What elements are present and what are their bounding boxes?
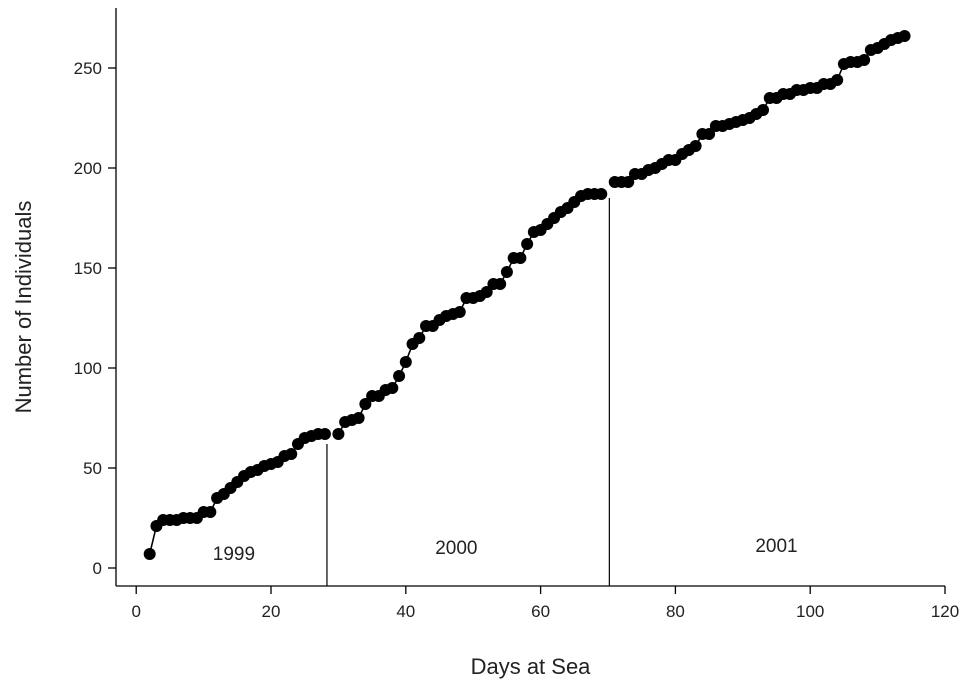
data-point — [318, 428, 331, 440]
ticks: 0 20 40 60 80 100 120 0 50 100 150 200 250 — [74, 59, 960, 621]
data-point — [622, 176, 635, 188]
data-point — [386, 382, 399, 394]
x-tick-label: 40 — [396, 602, 415, 621]
year-annotations: 1999 2000 2001 — [213, 536, 798, 565]
data-point — [858, 54, 871, 66]
data-point — [399, 356, 412, 368]
data-point — [500, 266, 513, 278]
x-tick-label: 120 — [931, 602, 959, 621]
y-tick-label: 0 — [93, 559, 102, 578]
data-point — [332, 428, 345, 440]
data-point — [757, 104, 770, 116]
x-tick-label: 80 — [666, 602, 685, 621]
data-point — [285, 448, 298, 460]
series-line-segment-1 — [148, 433, 325, 555]
year-label: 2000 — [435, 538, 477, 559]
y-tick-label: 100 — [74, 359, 102, 378]
data-point — [453, 306, 466, 318]
data-point — [393, 370, 406, 382]
x-tick-label: 0 — [131, 602, 140, 621]
data-point — [413, 332, 426, 344]
data-point — [352, 412, 365, 424]
data-point — [143, 548, 156, 560]
data-point — [359, 398, 372, 410]
year-label: 2001 — [755, 536, 797, 557]
year-label: 1999 — [213, 544, 255, 565]
data-point — [204, 506, 217, 518]
data-point — [703, 128, 716, 140]
x-axis-title: Days at Sea — [471, 654, 592, 679]
axes — [115, 8, 945, 587]
series — [143, 30, 911, 560]
x-tick-label: 20 — [262, 602, 281, 621]
data-point — [480, 286, 493, 298]
data-point — [595, 188, 608, 200]
y-tick-label: 250 — [74, 59, 102, 78]
y-tick-label: 50 — [83, 459, 102, 478]
x-tick-label: 100 — [796, 602, 824, 621]
x-tick-label: 60 — [531, 602, 550, 621]
data-point — [898, 30, 911, 42]
y-tick-label: 200 — [74, 159, 102, 178]
data-point — [831, 74, 844, 86]
data-point — [521, 238, 534, 250]
data-point — [514, 252, 527, 264]
y-axis-title: Number of Individuals — [11, 201, 36, 414]
y-tick-label: 150 — [74, 259, 102, 278]
data-point — [494, 278, 507, 290]
year-dividers — [326, 198, 610, 586]
data-point — [689, 140, 702, 152]
